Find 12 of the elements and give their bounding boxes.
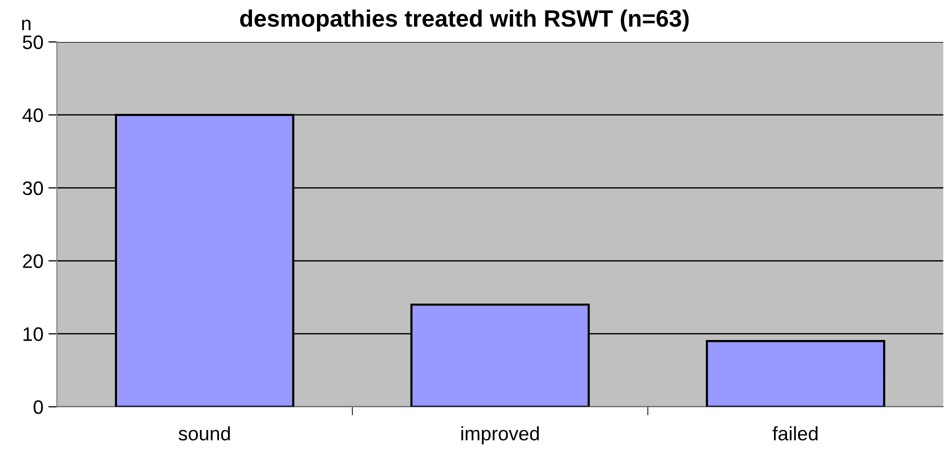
y-axis-title: n — [22, 20, 30, 30]
y-tick-label: 0 — [34, 400, 43, 414]
x-tick-label: failed — [772, 426, 818, 440]
x-tick-label: improved — [461, 426, 539, 444]
y-tick-label: 20 — [23, 254, 43, 268]
chart-title: desmopathies treated with RSWT (n=63) — [240, 10, 689, 32]
y-tick-label: 40 — [22, 108, 43, 122]
y-tick-label: 30 — [22, 181, 43, 196]
bar — [706, 340, 886, 407]
y-tick-label: 50 — [22, 35, 43, 50]
x-tick-label: sound — [178, 426, 230, 440]
y-tick-label: 10 — [24, 327, 43, 342]
